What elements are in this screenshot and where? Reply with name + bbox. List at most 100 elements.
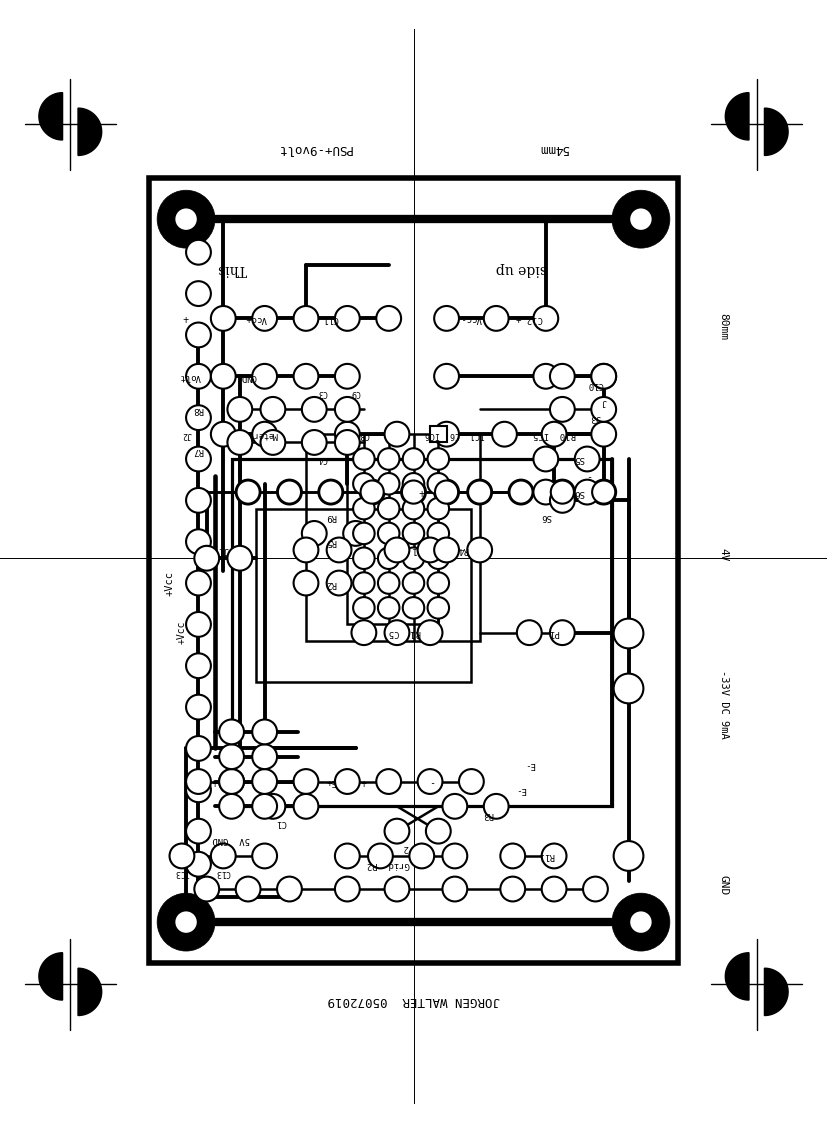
Circle shape	[335, 431, 360, 454]
Text: R9: R9	[326, 512, 336, 521]
Circle shape	[378, 474, 399, 494]
Circle shape	[319, 480, 342, 504]
Text: +Vcc: +Vcc	[165, 571, 174, 596]
Text: Vcc-: Vcc-	[461, 314, 482, 323]
Circle shape	[403, 547, 424, 569]
Circle shape	[327, 571, 351, 596]
Text: R8: R8	[194, 404, 203, 414]
Text: C13: C13	[216, 868, 231, 877]
Circle shape	[353, 597, 375, 619]
Circle shape	[434, 364, 459, 389]
Circle shape	[186, 323, 211, 348]
Circle shape	[592, 480, 615, 504]
Text: 4V: 4V	[719, 548, 729, 562]
Text: +: +	[212, 776, 218, 786]
Circle shape	[252, 719, 277, 744]
Circle shape	[378, 597, 399, 619]
Circle shape	[294, 769, 318, 794]
Text: S5: S5	[574, 454, 584, 463]
Text: 54mm: 54mm	[539, 143, 569, 155]
Text: J1: J1	[218, 545, 228, 554]
Circle shape	[583, 877, 608, 902]
Circle shape	[378, 449, 399, 470]
Text: R1  C5: R1 C5	[390, 628, 421, 637]
Circle shape	[252, 769, 277, 794]
Circle shape	[186, 364, 211, 389]
Circle shape	[428, 547, 449, 569]
Circle shape	[186, 769, 211, 794]
Circle shape	[402, 480, 425, 504]
Circle shape	[550, 620, 575, 645]
Circle shape	[550, 479, 575, 504]
Bar	[256, 509, 471, 682]
Circle shape	[442, 794, 467, 819]
Circle shape	[442, 877, 467, 902]
Circle shape	[294, 571, 318, 596]
Circle shape	[219, 719, 244, 744]
Text: P1: P1	[549, 628, 559, 637]
Text: J: J	[601, 397, 606, 406]
Circle shape	[227, 397, 252, 421]
Circle shape	[335, 844, 360, 868]
Circle shape	[614, 619, 643, 648]
Circle shape	[418, 620, 442, 645]
Text: J3: J3	[590, 414, 600, 423]
Circle shape	[353, 449, 375, 470]
Circle shape	[542, 877, 566, 902]
Text: E-: E-	[524, 760, 534, 769]
Circle shape	[500, 877, 525, 902]
Circle shape	[252, 306, 277, 331]
Text: +: +	[183, 314, 189, 323]
Circle shape	[385, 620, 409, 645]
Circle shape	[157, 893, 215, 951]
Circle shape	[227, 431, 252, 454]
Text: GND: GND	[719, 875, 729, 895]
Circle shape	[542, 421, 566, 446]
Circle shape	[186, 488, 211, 513]
Circle shape	[376, 769, 401, 794]
Text: +: +	[361, 776, 367, 786]
Circle shape	[335, 397, 360, 421]
Polygon shape	[78, 969, 102, 1015]
Circle shape	[302, 431, 327, 454]
Circle shape	[186, 446, 211, 471]
Circle shape	[428, 522, 449, 544]
Circle shape	[575, 446, 600, 471]
Text: E-: E-	[516, 785, 526, 794]
Text: R7: R7	[194, 446, 203, 455]
Circle shape	[517, 620, 542, 645]
Circle shape	[175, 911, 197, 932]
Circle shape	[261, 431, 285, 454]
Text: IC3: IC3	[174, 868, 189, 877]
Circle shape	[551, 480, 574, 504]
Circle shape	[591, 364, 616, 389]
Circle shape	[401, 479, 426, 504]
Circle shape	[614, 674, 643, 704]
Circle shape	[194, 546, 219, 571]
Circle shape	[335, 306, 360, 331]
Text: C1: C1	[276, 818, 286, 827]
Circle shape	[418, 537, 442, 562]
Circle shape	[484, 306, 509, 331]
Circle shape	[351, 620, 376, 645]
Circle shape	[360, 479, 385, 504]
Circle shape	[428, 497, 449, 519]
Polygon shape	[764, 108, 788, 155]
Circle shape	[186, 240, 211, 265]
Circle shape	[403, 449, 424, 470]
Circle shape	[186, 819, 211, 844]
Circle shape	[353, 572, 375, 594]
Circle shape	[403, 474, 424, 494]
Circle shape	[428, 474, 449, 494]
Circle shape	[353, 474, 375, 494]
Text: +Vcc: +Vcc	[177, 621, 187, 645]
Circle shape	[219, 794, 244, 819]
Circle shape	[403, 522, 424, 544]
Circle shape	[550, 397, 575, 421]
Circle shape	[403, 572, 424, 594]
Text: PSU+-9volt: PSU+-9volt	[277, 143, 351, 155]
Text: R5: R5	[326, 537, 336, 546]
Text: -: -	[427, 776, 433, 786]
Circle shape	[612, 893, 670, 951]
Polygon shape	[39, 953, 63, 1000]
